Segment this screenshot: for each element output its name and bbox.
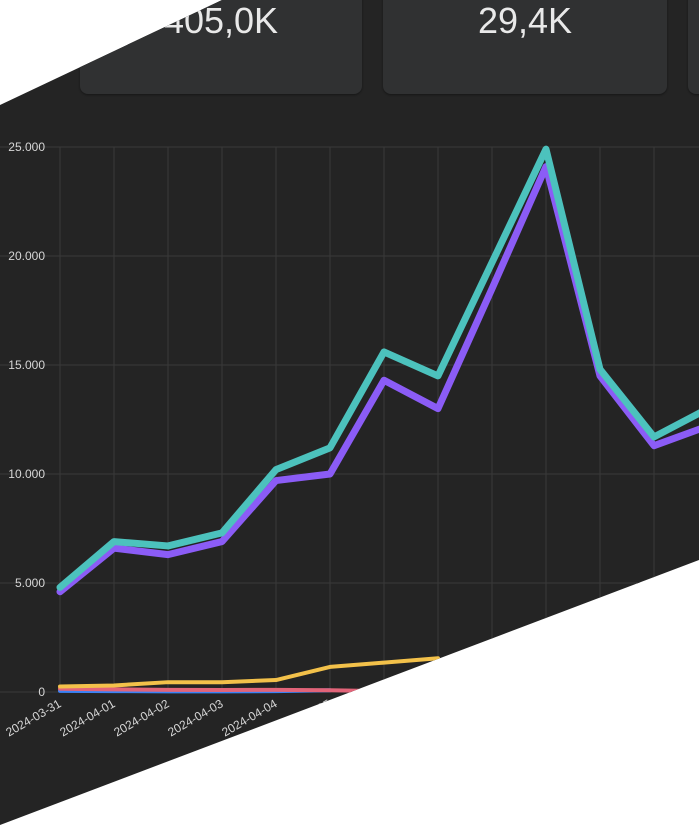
x-tick-label: 2024-04-10 [543, 696, 603, 739]
x-tick-label: 2024-04-04 [219, 696, 279, 739]
x-tick-label: 2024-03-31 [3, 696, 63, 739]
y-tick-label: 25.000 [8, 140, 45, 154]
x-axis-ticks: 2024-03-312024-04-012024-04-022024-04-03… [3, 696, 699, 739]
series-line [56, 163, 699, 596]
series-line [58, 686, 386, 694]
y-tick-label: 5.000 [15, 576, 45, 590]
y-axis-ticks: 0 5.000 10.000 15.000 20.000 25.000 [8, 140, 45, 699]
y-tick-label: 10.000 [8, 467, 45, 481]
x-tick-label: 2024-04-05 [273, 696, 333, 739]
series-lines [56, 145, 699, 694]
stat-card-1[interactable]: 405,0K [80, 0, 362, 94]
x-tick-label: 2024-04-11 [598, 696, 658, 739]
x-tick-label: 2024-04-07 [381, 696, 441, 739]
stat-value-2: 29,4K [477, 0, 573, 41]
stat-card-3[interactable] [688, 0, 699, 94]
x-tick-label: 2024-04-12 [651, 696, 699, 739]
x-tick-label: 2024-04-02 [111, 696, 171, 739]
stat-card-2[interactable]: 29,4K [383, 0, 667, 94]
x-tick-label: 2024-04-08 [435, 696, 495, 739]
series-line [58, 656, 440, 689]
x-tick-label: 2024-04-01 [57, 696, 117, 739]
y-tick-label: 15.000 [8, 358, 45, 372]
y-tick-label: 20.000 [8, 249, 45, 263]
x-tick-label: 2024-04-03 [165, 696, 225, 739]
y-tick-label: 0 [38, 685, 45, 699]
series-line [56, 145, 699, 591]
x-tick-label: 2024-04-09 [489, 696, 549, 739]
x-tick-label: 2024-04-06 [327, 696, 387, 739]
